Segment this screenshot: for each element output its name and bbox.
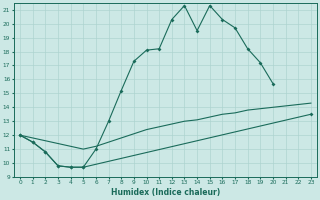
X-axis label: Humidex (Indice chaleur): Humidex (Indice chaleur) xyxy=(111,188,220,197)
